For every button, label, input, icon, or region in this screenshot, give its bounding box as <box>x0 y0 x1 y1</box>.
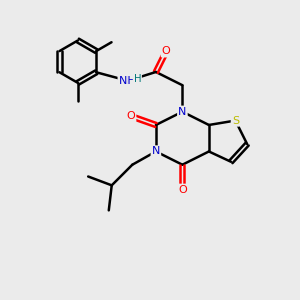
Text: N: N <box>178 107 187 117</box>
Text: N: N <box>152 146 160 157</box>
Text: H: H <box>134 74 141 84</box>
Text: S: S <box>232 116 239 126</box>
Text: N: N <box>118 76 127 86</box>
Text: O: O <box>162 46 171 56</box>
Text: O: O <box>127 111 135 121</box>
Text: NH: NH <box>119 76 136 86</box>
Text: O: O <box>178 185 187 195</box>
